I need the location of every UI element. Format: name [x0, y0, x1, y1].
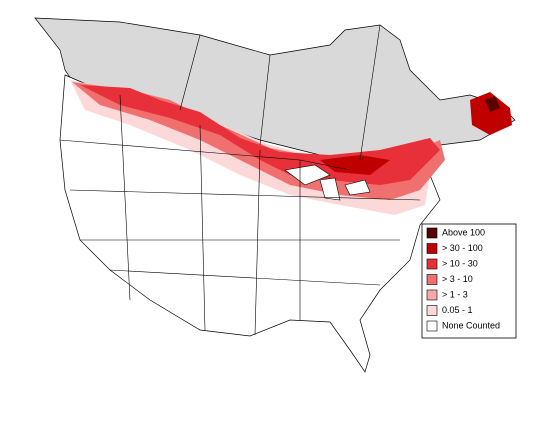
lakes: [284, 164, 371, 201]
map-base: [34, 17, 516, 373]
legend-label: Above 100: [442, 227, 485, 237]
boundaries: [59, 24, 421, 336]
legend-label: > 3 - 10: [442, 274, 473, 284]
legend-label: > 30 - 100: [442, 243, 483, 253]
legend-swatch: [426, 274, 438, 285]
legend-box: [421, 223, 517, 339]
legend: Above 100 > 30 - 100 > 10 - 30 > 3 - 10 > 1 …: [421, 223, 517, 339]
legend-label: > 10 - 30: [442, 258, 478, 268]
legend-label: > 1 - 3: [442, 289, 468, 299]
legend-swatch: [426, 243, 438, 254]
legend-label: 0.05 - 1: [442, 305, 473, 315]
legend-swatch: [426, 320, 438, 332]
legend-swatch: [426, 258, 438, 270]
legend-swatch: [426, 305, 438, 316]
range-band: [485, 96, 500, 112]
range-band: [470, 92, 512, 135]
range-band: [320, 155, 390, 175]
legend-swatch: [426, 289, 438, 301]
legend-label: None Counted: [442, 320, 500, 330]
legend-swatch: [426, 227, 438, 239]
